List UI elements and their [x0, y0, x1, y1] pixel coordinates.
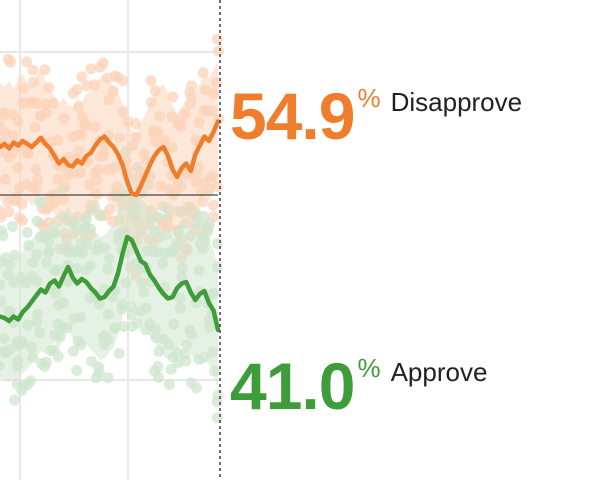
poll-dot	[27, 64, 39, 76]
poll-dot	[207, 199, 219, 211]
poll-dot	[3, 206, 15, 218]
poll-dot	[126, 309, 138, 321]
poll-dot	[41, 356, 52, 368]
approve-label: Approve	[390, 357, 488, 387]
poll-dot	[212, 412, 223, 424]
poll-dot	[167, 91, 179, 103]
disapprove-line	[0, 119, 221, 198]
poll-dot	[76, 71, 88, 83]
approve-percent-sign: %	[357, 353, 381, 383]
disapprove-readout: 54.9 % Disapprove	[230, 83, 522, 149]
poll-dot	[104, 203, 116, 215]
poll-dot	[163, 379, 175, 390]
poll-dot	[25, 375, 37, 387]
poll-dot	[52, 351, 64, 362]
poll-dot	[118, 321, 130, 332]
poll-dot	[16, 215, 28, 227]
uncertainty-bands	[0, 60, 218, 392]
approve-value: 41.0	[230, 349, 355, 423]
poll-dot	[31, 215, 43, 227]
poll-dot	[21, 56, 33, 68]
poll-dot	[130, 118, 142, 130]
poll-dot	[85, 63, 97, 75]
poll-dot	[2, 53, 14, 65]
poll-dot	[211, 238, 223, 250]
poll-dot	[93, 367, 105, 378]
poll-dot	[211, 396, 223, 408]
poll-dot	[211, 33, 223, 45]
poll-dot	[95, 210, 107, 222]
approve-band	[0, 175, 218, 392]
poll-dot	[97, 57, 109, 69]
poll-dot	[0, 230, 9, 242]
disapprove-value: 54.9	[230, 79, 355, 153]
poll-dot	[117, 75, 129, 86]
poll-dot	[165, 363, 177, 375]
disapprove-band	[0, 60, 218, 255]
approve-line	[0, 234, 221, 333]
poll-dot	[213, 45, 224, 57]
poll-dot	[145, 75, 157, 87]
disapprove-label: Disapprove	[390, 87, 523, 117]
poll-dot	[67, 345, 79, 357]
poll-dot	[71, 365, 83, 376]
poll-dot	[113, 348, 125, 359]
poll-dot	[172, 357, 184, 369]
approve-readout: 41.0 % Approve	[230, 353, 487, 419]
poll-dot	[9, 394, 20, 406]
poll-dot	[102, 372, 114, 384]
poll-dot	[198, 210, 209, 222]
poll-dot	[21, 227, 33, 238]
poll-dot	[152, 361, 164, 372]
poll-dot	[153, 371, 164, 383]
poll-dot	[7, 221, 18, 233]
trend-lines	[0, 119, 221, 333]
poll-dot	[179, 348, 191, 360]
poll-dot	[71, 84, 83, 95]
poll-dot	[190, 382, 202, 394]
disapprove-percent-sign: %	[357, 83, 381, 113]
